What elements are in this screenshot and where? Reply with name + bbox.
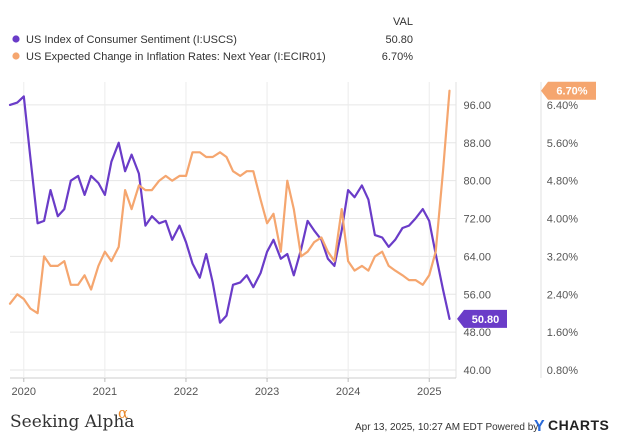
badge-label: 6.70% [556, 86, 587, 98]
left-axis-tick-label: 56.00 [463, 289, 491, 301]
gridlines [10, 82, 542, 379]
ycharts-logo-y: Y [534, 418, 545, 435]
right-axis-tick-label: 4.80% [547, 176, 578, 188]
x-axis-tick-label: 2025 [417, 386, 441, 398]
legend-marker-sentiment [12, 35, 20, 43]
ycharts-logo: CHARTS [548, 417, 609, 433]
badge-consumer-sentiment: 50.80 [457, 309, 507, 328]
x-axis-tick-label: 2023 [255, 386, 279, 398]
left-y-axis: 40.00 48.00 56.00 64.00 72.00 80.00 88.00 96.00 [463, 100, 491, 377]
badge-shape [457, 309, 507, 328]
end-value-badges: 50.80 6.70% [457, 81, 596, 328]
x-axis-tick-label: 2022 [174, 386, 198, 398]
footer: Seeking Alpha α Apr 13, 2025, 10:27 AM E… [10, 404, 609, 435]
right-axis-tick-label: 3.20% [547, 251, 578, 263]
legend-marker-inflation [12, 52, 20, 60]
left-axis-tick-label: 96.00 [463, 100, 491, 112]
legend-label-inflation: US Expected Change in Inflation Rates: N… [26, 51, 326, 63]
x-axis-tick-label: 2024 [336, 386, 360, 398]
left-axis-tick-label: 64.00 [463, 251, 491, 263]
badge-shape [541, 81, 596, 100]
timestamp: Apr 13, 2025, 10:27 AM EDT Powered by [355, 422, 538, 433]
legend-value-sentiment: 50.80 [385, 34, 413, 46]
x-axis: 2020 2021 2022 2023 2024 2025 [12, 378, 441, 398]
badge-label: 50.80 [472, 314, 500, 326]
legend-header: VAL [393, 16, 413, 28]
left-axis-tick-label: 80.00 [463, 176, 491, 188]
x-axis-tick-label: 2021 [93, 386, 117, 398]
left-axis-tick-label: 72.00 [463, 214, 491, 226]
legend-label-sentiment: US Index of Consumer Sentiment (I:USCS) [26, 34, 237, 46]
legend: VAL US Index of Consumer Sentiment (I:US… [12, 16, 413, 63]
series-line-consumer-sentiment [8, 95, 451, 324]
seeking-alpha-logo: Seeking Alpha [10, 412, 134, 432]
right-axis-tick-label: 4.00% [547, 214, 578, 226]
series-line-inflation-expectations [8, 89, 451, 315]
left-axis-tick-label: 88.00 [463, 138, 491, 150]
right-axis-tick-label: 2.40% [547, 289, 578, 301]
right-y-axis: 0.80% 1.60% 2.40% 3.20% 4.00% 4.80% 5.60% 6.40% [547, 100, 578, 377]
badge-inflation-expectations: 6.70% [541, 81, 596, 100]
right-axis-tick-label: 6.40% [547, 100, 578, 112]
right-axis-tick-label: 5.60% [547, 138, 578, 150]
left-axis-tick-label: 40.00 [463, 365, 491, 377]
right-axis-tick-label: 0.80% [547, 365, 578, 377]
x-axis-tick-label: 2020 [12, 386, 36, 398]
alpha-logo-mark: α [118, 404, 128, 422]
left-axis-tick-label: 48.00 [463, 327, 491, 339]
legend-value-inflation: 6.70% [382, 51, 413, 63]
right-axis-tick-label: 1.60% [547, 327, 578, 339]
plot-area [8, 89, 451, 324]
